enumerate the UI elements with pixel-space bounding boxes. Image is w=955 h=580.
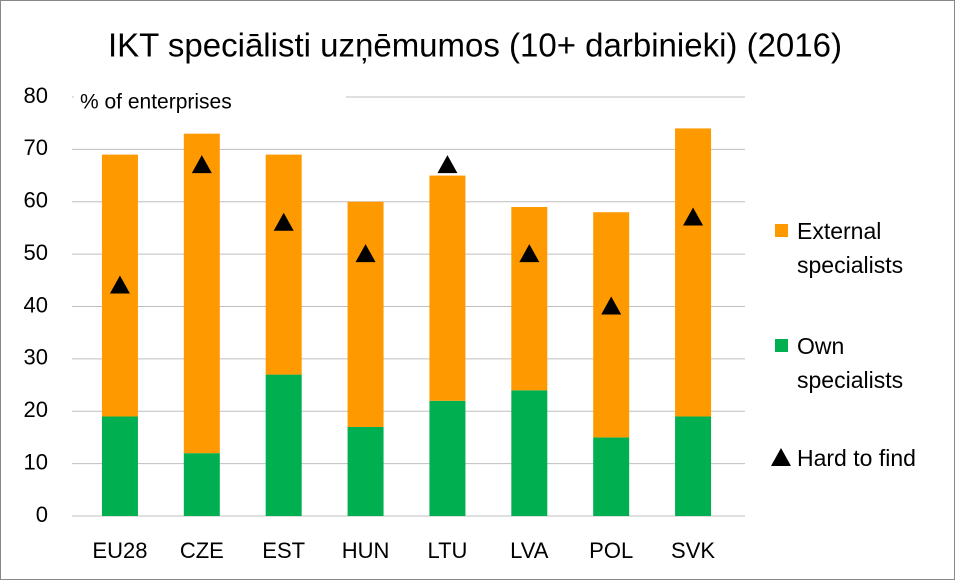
legend-label: External specialists [797, 218, 904, 278]
marker [683, 207, 704, 226]
marker [109, 275, 130, 294]
x-tick-label: LVA [510, 538, 549, 563]
bar-segment [675, 128, 712, 417]
bar-segment [183, 133, 220, 454]
bar-segment [183, 453, 220, 516]
marker [437, 155, 458, 174]
marker [355, 244, 376, 263]
y-tick-label: 30 [24, 345, 48, 370]
y-tick-label: 20 [24, 397, 48, 422]
legend-marker [771, 448, 791, 466]
legend-label: Own specialists [797, 333, 904, 393]
y-tick-label: 70 [24, 135, 48, 160]
x-tick-label: LTU [427, 538, 467, 563]
bar-segment [347, 201, 384, 427]
y-tick-label: 50 [24, 240, 48, 265]
bar-segment [347, 426, 384, 516]
y-tick-label: 0 [36, 502, 48, 527]
y-tick-label: 40 [24, 292, 48, 317]
legend-swatch [775, 339, 788, 352]
x-tick-label: CZE [180, 538, 224, 563]
label-bg [74, 88, 346, 116]
legend-label: Hard to find [797, 445, 916, 471]
x-tick-label: EU28 [92, 538, 147, 563]
marker [273, 212, 294, 231]
x-tick-label: EST [262, 538, 305, 563]
bar-segment [429, 175, 466, 401]
marker [519, 244, 540, 263]
chart-title: IKT speciālisti uzņēmumos (10+ darbiniek… [108, 27, 842, 64]
y-tick-label: 80 [24, 83, 48, 108]
bar-segment [593, 212, 630, 438]
y-axis-label: % of enterprises [80, 91, 232, 114]
y-tick-label: 10 [24, 449, 48, 474]
bar-segment [511, 206, 548, 391]
bar-segment [429, 400, 466, 516]
x-tick-label: HUN [342, 538, 390, 563]
bar-segment [675, 416, 712, 516]
bar-segment [101, 416, 138, 516]
x-tick-label: SVK [671, 538, 715, 563]
marker [191, 155, 212, 174]
bar-segment [265, 154, 302, 375]
x-tick-label: POL [589, 538, 633, 563]
bar-segment [511, 390, 548, 516]
bar-segment [593, 437, 630, 516]
y-tick-label: 60 [24, 188, 48, 213]
marker [601, 296, 622, 315]
legend-swatch [775, 224, 788, 237]
bar-segment [265, 374, 302, 516]
